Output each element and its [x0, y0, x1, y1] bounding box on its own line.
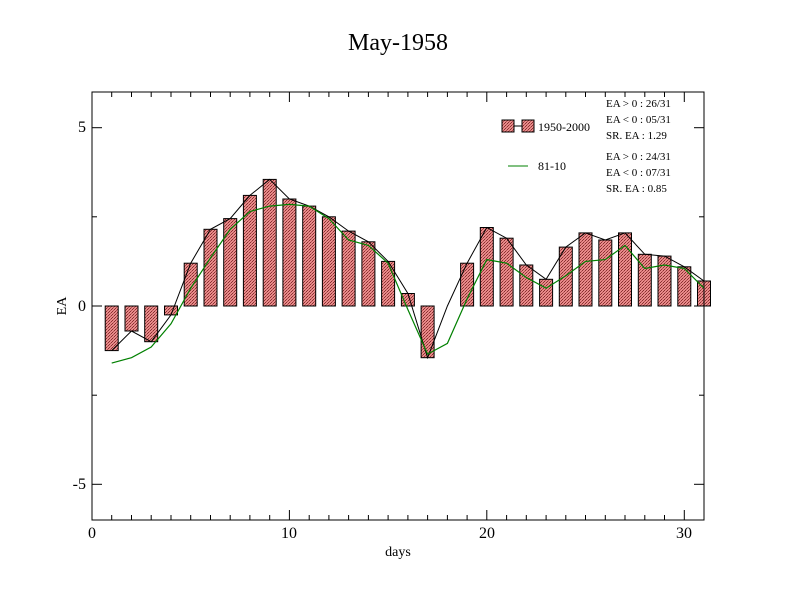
legend-stat-2-pos: EA > 0 : 24/31	[606, 151, 671, 163]
legend: 1950-2000 81-10 EA > 0 : 26/31 EA < 0 : …	[501, 98, 671, 195]
y-tick-label-neg5: -5	[73, 476, 86, 493]
legend-bar-swatch-left	[501, 119, 515, 133]
line-layer	[111, 203, 705, 364]
legend-stat-1-sr: SR. EA : 1.29	[606, 130, 667, 142]
legend-stat-2-sr: SR. EA : 0.85	[606, 183, 667, 195]
bar-day-7	[223, 218, 238, 307]
bar-day-23	[539, 278, 554, 307]
legend-stat-2-neg: EA < 0 : 07/31	[606, 167, 671, 179]
bar-day-29	[657, 255, 672, 307]
axis-ticks	[91, 92, 705, 520]
y-tick-label-5: 5	[78, 119, 86, 136]
bars-layer	[104, 178, 711, 359]
y-tick-label-0: 0	[78, 298, 86, 315]
x-tick-label-10: 10	[281, 525, 297, 542]
bar-day-22	[519, 264, 534, 307]
bar-day-12	[321, 216, 336, 307]
bar-day-25	[578, 232, 593, 307]
bar-day-1	[104, 305, 119, 352]
bar-day-24	[558, 246, 573, 307]
bar-day-26	[598, 239, 613, 307]
bar-day-10	[282, 198, 297, 307]
legend-stat-1-neg: EA < 0 : 05/31	[606, 114, 671, 126]
bar-day-9	[262, 178, 277, 307]
legend-series2-label: 81-10	[538, 159, 566, 173]
bar-day-5	[183, 262, 198, 307]
y-axis-label: EA	[55, 296, 70, 316]
x-axis-label: days	[385, 545, 411, 560]
x-tick-label-30: 30	[676, 525, 692, 542]
series-81-10-line	[111, 203, 705, 364]
x-tick-label-20: 20	[479, 525, 495, 542]
legend-bar-swatch-right	[521, 119, 535, 133]
bar-day-28	[637, 253, 652, 307]
bar-day-2	[124, 305, 139, 332]
connector-layer	[111, 178, 705, 360]
bar-day-17	[420, 305, 435, 359]
x-tick-label-0: 0	[88, 525, 96, 542]
legend-series1-label: 1950-2000	[538, 120, 590, 134]
legend-stat-1-pos: EA > 0 : 26/31	[606, 98, 671, 110]
bar-day-11	[302, 205, 317, 307]
bar-day-6	[203, 228, 218, 307]
bar-day-20	[479, 227, 494, 307]
series-1950-2000-connector	[111, 178, 705, 360]
bar-day-13	[341, 230, 356, 307]
bar-day-21	[499, 237, 514, 307]
chart-title: May-1958	[348, 30, 448, 56]
bar-day-27	[618, 232, 632, 307]
bar-day-14	[361, 241, 376, 307]
